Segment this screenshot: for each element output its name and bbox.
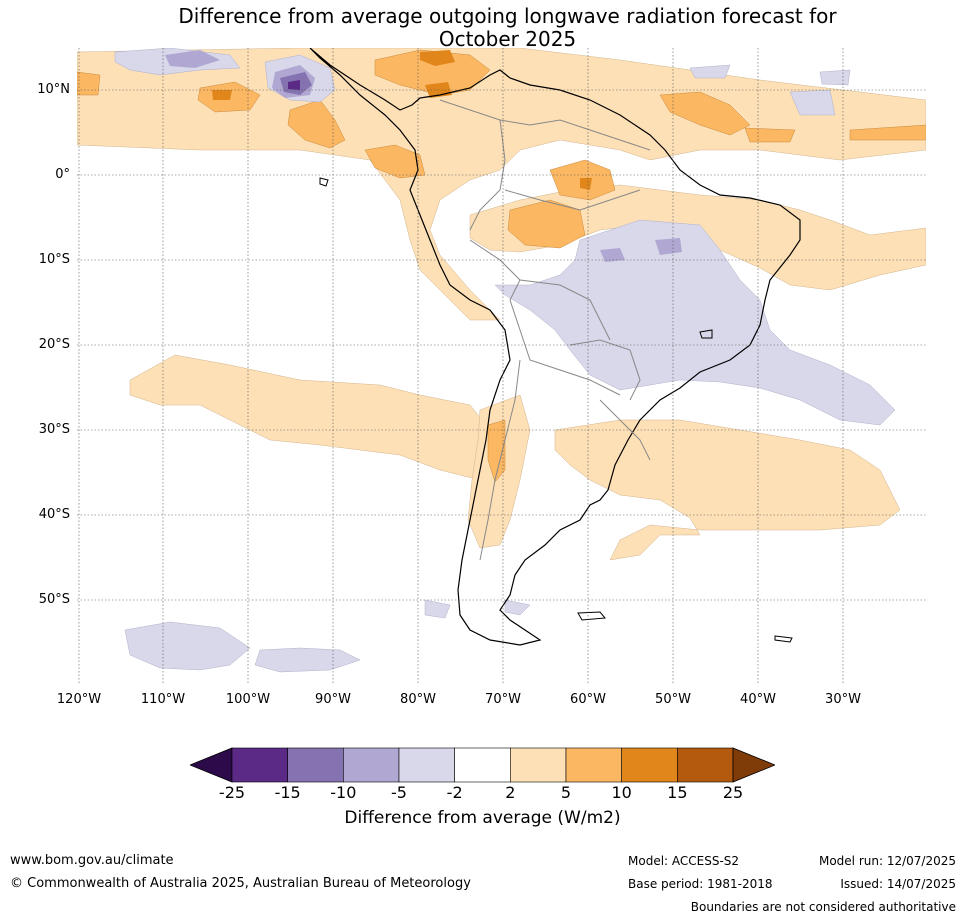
colorbar: [190, 747, 775, 783]
lat-label-10s: 10°S: [38, 252, 70, 267]
footer-url[interactable]: www.bom.gov.au/climate: [10, 853, 174, 868]
anomaly-positive-medium: [77, 49, 926, 483]
map-svg: [77, 48, 926, 685]
footer-disclaimer: Boundaries are not considered authoritat…: [690, 900, 956, 914]
anomaly-negative-extreme: [288, 80, 300, 90]
colorbar-extend-min: [190, 747, 233, 783]
lat-label-20s: 20°S: [38, 337, 70, 352]
colorbar-label: Difference from average (W/m2): [344, 808, 621, 828]
colorbar-tick-label: -15: [274, 783, 301, 802]
colorbar-segment: [343, 747, 400, 783]
colorbar-segment: [565, 747, 622, 783]
footer-model-run: Model run: 12/07/2025: [818, 854, 956, 868]
lon-label-50w: 50°W: [655, 692, 691, 707]
lat-label-50s: 50°S: [38, 592, 70, 607]
colorbar-segment: [677, 747, 734, 783]
colorbar-tick-label: 10: [611, 783, 632, 802]
colorbar-segment: [287, 747, 344, 783]
lon-label-80w: 80°W: [400, 692, 436, 707]
lon-label-70w: 70°W: [485, 692, 521, 707]
title-line-1: Difference from average outgoing longwav…: [178, 4, 837, 28]
footer-model: Model: ACCESS-S2: [628, 854, 740, 868]
lat-label-30s: 30°S: [38, 422, 70, 437]
lon-label-90w: 90°W: [315, 692, 351, 707]
colorbar-tick-label: 5: [560, 783, 572, 802]
colorbar-tick-label: 2: [505, 783, 516, 802]
title-line-2: October 2025: [438, 27, 577, 51]
footer-issued: Issued: 14/07/2025: [840, 877, 956, 891]
colorbar-tick-label: -10: [330, 783, 357, 802]
lon-label-120w: 120°W: [56, 692, 102, 707]
lat-label-40s: 40°S: [38, 507, 70, 522]
colorbar-segment: [398, 747, 455, 783]
colorbar-tick-label: -5: [391, 783, 407, 802]
lon-label-110w: 110°W: [140, 692, 186, 707]
colorbar-segment: [510, 747, 567, 783]
colorbar-segment: [454, 747, 511, 783]
lon-label-100w: 100°W: [225, 692, 271, 707]
colorbar-tick-label: 15: [667, 783, 688, 802]
colorbar-segment: [231, 747, 288, 783]
colorbar-segments: [190, 747, 775, 783]
colorbar-extend-max: [732, 747, 775, 783]
colorbar-tick-label: -2: [446, 783, 463, 802]
islands: [319, 177, 793, 643]
lon-label-30w: 30°W: [825, 692, 861, 707]
map-panel: [77, 48, 926, 685]
colorbar-segment: [621, 747, 678, 783]
gridlines: [77, 48, 926, 685]
anomaly-positive-light: [77, 48, 926, 561]
colorbar-tick-label: 25: [722, 783, 744, 802]
footer-base-period: Base period: 1981-2018: [628, 877, 773, 891]
colorbar-tick-label: -25: [218, 783, 246, 802]
lat-label-10n: 10°N: [37, 82, 70, 97]
lon-label-40w: 40°W: [740, 692, 776, 707]
lon-label-60w: 60°W: [570, 692, 606, 707]
lat-label-0: 0°: [55, 167, 70, 182]
footer-copyright: © Commonwealth of Australia 2025, Austra…: [10, 876, 471, 891]
map-title: Difference from average outgoing longwav…: [0, 5, 965, 51]
